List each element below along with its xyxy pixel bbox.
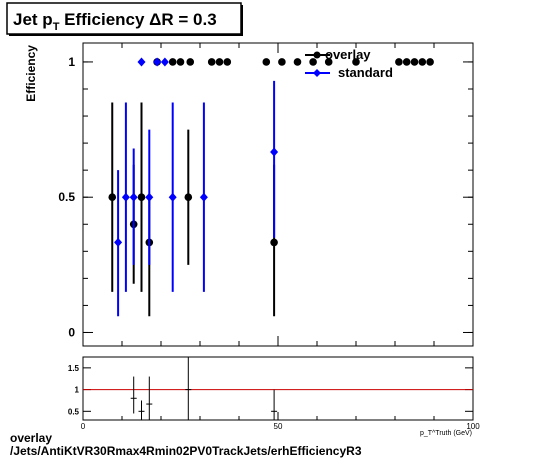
point-standard: [168, 192, 177, 202]
point-standard: [199, 192, 208, 202]
footer: overlay /Jets/AntiKtVR30Rmax4Rmin02PV0Tr…: [10, 432, 362, 458]
point-overlay: [108, 193, 117, 202]
point-standard: [129, 192, 138, 202]
point-overlay: [324, 58, 333, 66]
point-standard: [145, 192, 154, 202]
point-overlay: [293, 58, 302, 66]
point-overlay: [186, 58, 195, 66]
ratio-y-tick-label: 0.5: [68, 407, 80, 416]
y-axis-label: Efficiency: [24, 45, 38, 102]
point-overlay: [215, 58, 224, 66]
point-overlay: [207, 58, 216, 66]
point-overlay: [402, 58, 411, 66]
legend: overlay standard: [305, 47, 393, 80]
point-overlay: [395, 58, 403, 66]
ratio-x-tick-label: 0: [81, 422, 86, 431]
y-tick-label: 1: [68, 55, 75, 69]
main-x-axis: [82, 43, 474, 346]
point-standard: [137, 57, 146, 67]
ratio-y-tick-label: 1.5: [68, 364, 80, 373]
point-overlay: [410, 58, 419, 66]
point-overlay: [418, 58, 427, 66]
ratio-y-axis: 0.5 1 1.5: [68, 364, 473, 416]
point-overlay: [223, 58, 232, 66]
legend-label-overlay: overlay: [325, 47, 371, 62]
legend-label-standard: standard: [338, 65, 393, 80]
point-overlay: [270, 238, 278, 247]
ratio-y-tick-label: 1: [75, 386, 80, 395]
point-overlay: [168, 58, 177, 66]
point-standard: [153, 57, 162, 67]
y-tick-label: 0.5: [58, 190, 75, 204]
footer-line-1: overlay: [10, 431, 53, 445]
ratio-plot-area: [83, 357, 473, 420]
point-standard: [270, 147, 279, 157]
y-tick-label: 0: [68, 325, 75, 339]
main-y-axis: 00.51: [58, 55, 473, 339]
ratio-x-axis: 0 50 100: [81, 412, 480, 431]
point-standard: [121, 192, 130, 202]
point-overlay: [278, 58, 286, 66]
ratio-x-tick-label: 100: [466, 422, 480, 431]
footer-line-2: /Jets/AntiKtVR30Rmax4Rmin02PV0TrackJets/…: [10, 444, 362, 458]
point-overlay: [309, 58, 317, 66]
point-standard: [160, 57, 169, 67]
chart-title-box: Jet pT Efficiency ΔR = 0.3: [6, 2, 243, 36]
main-plot-area: [108, 57, 434, 317]
x-axis-label: p_T^Truth (GeV): [420, 430, 472, 437]
point-overlay: [176, 58, 185, 66]
ratio-x-tick-label: 50: [274, 422, 283, 431]
point-standard: [114, 237, 123, 247]
point-overlay: [137, 193, 146, 202]
point-overlay: [426, 58, 434, 66]
point-overlay: [184, 193, 193, 202]
chart-title: Jet pT Efficiency ΔR = 0.3: [13, 10, 217, 33]
point-overlay: [262, 58, 271, 66]
point-overlay: [352, 58, 360, 66]
